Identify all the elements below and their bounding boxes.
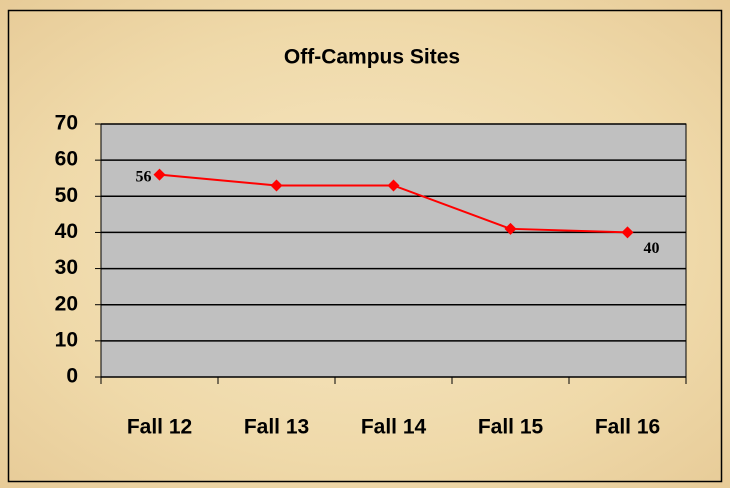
x-tick-label: Fall 13 bbox=[244, 416, 309, 439]
y-tick-label: 30 bbox=[55, 256, 78, 279]
point-marker bbox=[153, 168, 166, 181]
y-tick-label: 50 bbox=[55, 184, 78, 207]
data-label: 56 bbox=[136, 168, 152, 185]
x-tick-label: Fall 14 bbox=[361, 416, 427, 439]
plot-area bbox=[100, 123, 687, 378]
data-label: 40 bbox=[644, 240, 660, 257]
chart-title: Off-Campus Sites bbox=[284, 46, 460, 69]
y-tick-label: 10 bbox=[55, 328, 78, 351]
y-tick-label: 60 bbox=[55, 148, 78, 171]
x-tick-label: Fall 15 bbox=[478, 416, 544, 439]
chart-border bbox=[7, 9, 723, 483]
x-tick-label: Fall 12 bbox=[127, 416, 192, 439]
point-marker bbox=[270, 179, 283, 192]
point-marker bbox=[504, 222, 517, 235]
point-marker bbox=[621, 226, 634, 239]
y-tick-label: 40 bbox=[55, 220, 78, 243]
y-tick-label: 20 bbox=[55, 292, 78, 315]
x-tick-label: Fall 16 bbox=[595, 416, 660, 439]
y-tick-label: 0 bbox=[66, 365, 78, 388]
point-marker bbox=[387, 179, 400, 192]
y-tick-label: 70 bbox=[55, 112, 78, 135]
